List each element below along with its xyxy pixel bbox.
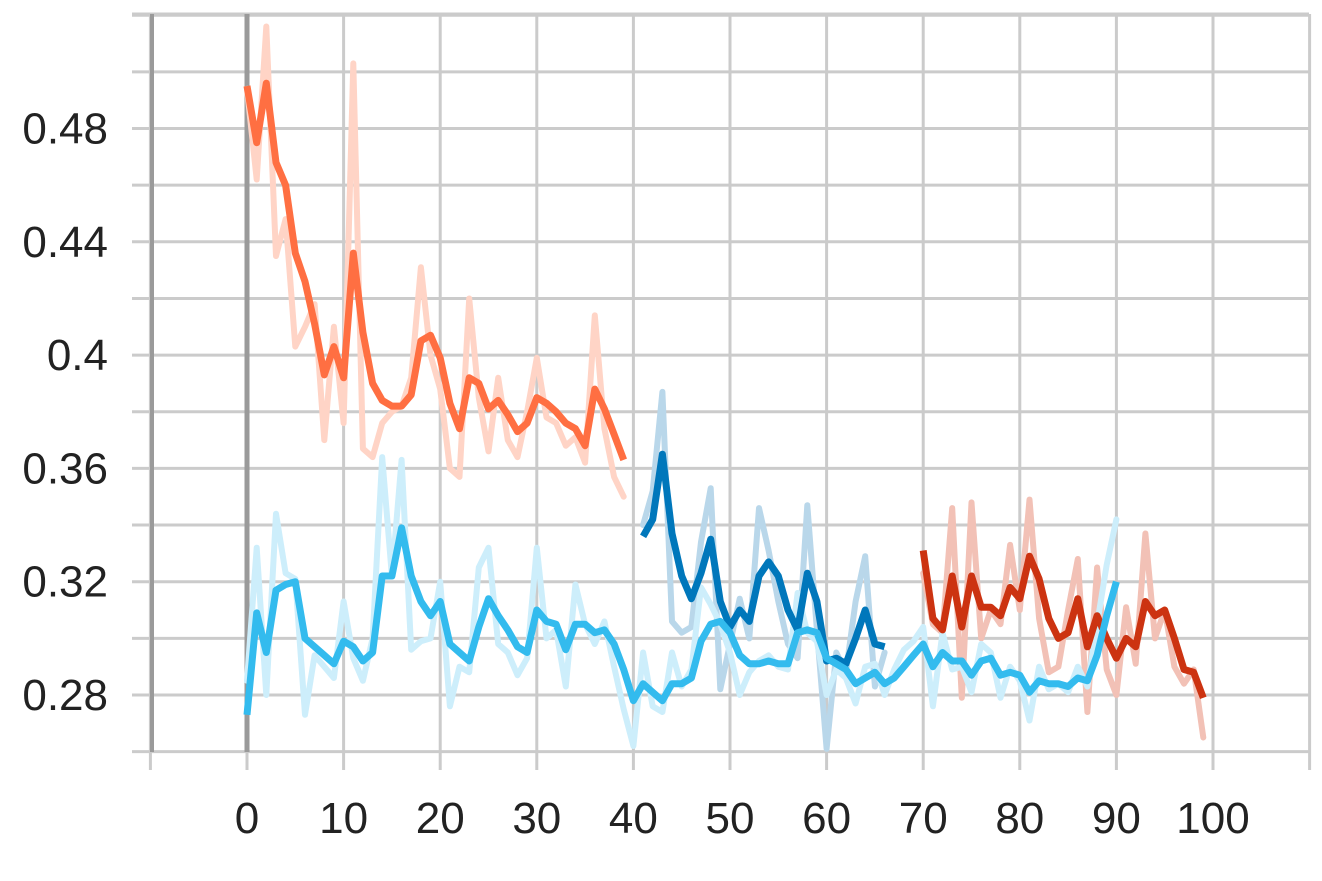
y-tick-labels: 0.28 0.32 0.36 0.4 0.44 0.48 — [22, 105, 108, 721]
smoothed-line-1 — [243, 79, 627, 462]
y-tick-label: 0.44 — [22, 218, 108, 267]
y-tick-label: 0.4 — [47, 331, 108, 380]
smoothed-series-group — [243, 79, 1207, 716]
x-tick-label: 80 — [995, 794, 1044, 843]
x-tick-label: 50 — [706, 794, 755, 843]
smoothed-line-4 — [243, 524, 1120, 716]
y-tick-label: 0.28 — [22, 671, 108, 720]
smoothed-line-2 — [640, 450, 886, 668]
x-tick-label: 0 — [235, 794, 259, 843]
x-tick-label: 100 — [1176, 794, 1249, 843]
x-tick-label: 20 — [416, 794, 465, 843]
y-tick-label: 0.32 — [22, 558, 108, 607]
x-tick-label: 70 — [899, 794, 948, 843]
x-tick-label: 90 — [1092, 794, 1141, 843]
x-tick-label: 60 — [802, 794, 851, 843]
y-tick-label: 0.48 — [22, 105, 108, 154]
x-tick-labels: 0 10 20 30 40 50 60 70 80 90 100 — [235, 794, 1250, 843]
x-tick-label: 30 — [512, 794, 561, 843]
smoothed-line-3 — [919, 550, 1207, 700]
axes — [150, 14, 250, 752]
x-tick-label: 10 — [319, 794, 368, 843]
y-tick-label: 0.36 — [22, 444, 108, 493]
x-tick-label: 40 — [609, 794, 658, 843]
